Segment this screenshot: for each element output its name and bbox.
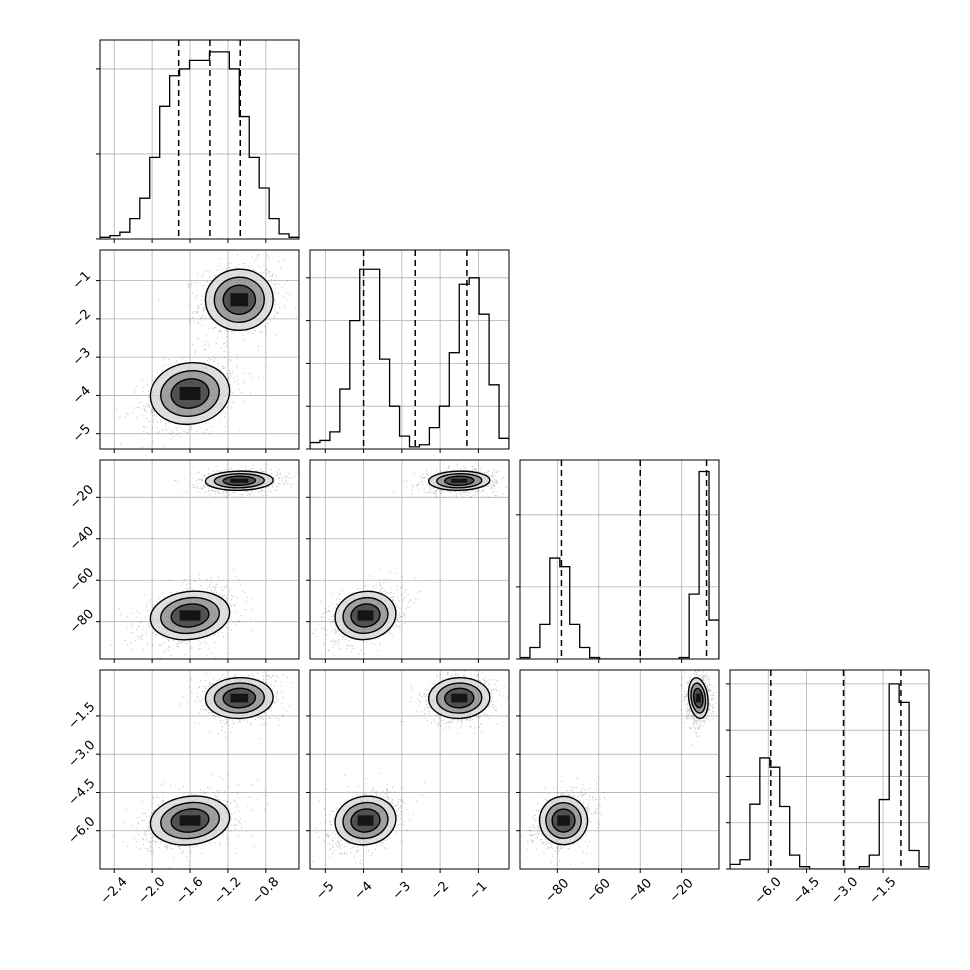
panel-1-1 [306,249,510,453]
density-peak [230,293,249,307]
x-tick-label: −1.2 [211,875,244,908]
density-peak [557,815,570,826]
density-peak [179,386,201,401]
x-tick-label: −1.6 [174,875,207,908]
density-peak [179,815,201,826]
panel-0-0 [96,39,300,243]
y-tick-label: −1 [70,269,94,293]
scatter-cloud [110,568,254,659]
y-tick-label: −80 [67,607,97,637]
density-peak [451,693,468,703]
x-tick-label: −80 [542,876,572,906]
histogram-step [730,683,929,869]
y-tick-label: −4.5 [66,776,99,809]
histogram-step [100,51,299,239]
y-tick-label: −4 [70,383,94,407]
panel-3-2: −80 −60 −40 −20 [516,669,720,906]
density-peak [357,815,374,826]
panel-frame [99,39,300,240]
panel-content [730,670,929,869]
panel-2-0: −80 −60 −40 −20 [67,459,300,663]
histogram-step [520,470,719,659]
panel-frame [519,669,720,870]
panel-content [100,670,299,869]
x-tick-label: −1 [466,879,490,903]
x-tick-label: −1.5 [867,875,900,908]
y-tick-label: −6.0 [66,814,99,847]
y-tick-label: −3 [70,345,94,369]
panel-2-1 [306,459,510,663]
x-tick-label: −2.0 [136,875,169,908]
x-tick-label: −6.0 [752,875,785,908]
y-tick-label: −2 [70,307,94,331]
scatter-cloud [112,773,270,868]
panel-3-3: −6.0 −4.5 −3.0 −1.5 [726,669,930,908]
y-tick-label: −1.5 [66,699,99,732]
density-peak [230,478,249,483]
y-tick-label: −3.0 [66,738,99,771]
panel-content [520,670,719,869]
panel-frame [99,249,300,450]
panel-frame [309,249,510,450]
panel-3-0: −6.0 −4.5 −3.0 −1.5 −2.4 −2.0 −1.6 −1.2 −0.8 [66,669,300,908]
panel-content [310,670,509,869]
panel-frame [99,669,300,870]
density-peak [451,478,468,483]
x-tick-label: −40 [625,876,655,906]
panel-content [100,40,299,239]
panel-content [100,250,299,449]
y-tick-label: −40 [67,524,97,554]
panel-frame [99,459,300,660]
x-tick-label: −2 [428,879,452,903]
x-tick-label: −0.8 [249,875,282,908]
panel-2-2 [516,459,720,663]
panel-content [100,460,299,659]
y-tick-label: −5 [70,422,94,446]
density-peak [230,693,249,703]
panel-content [310,250,509,449]
density-peak [695,693,701,703]
panel-frame [519,459,720,660]
x-tick-label: −4.5 [790,875,823,908]
density-peak [179,610,201,621]
y-tick-label: −20 [67,482,97,512]
x-tick-label: −60 [584,876,614,906]
x-tick-label: −5 [313,879,337,903]
panel-frame [309,459,510,660]
panel-frame [309,669,510,870]
panel-frame [729,669,930,870]
panel-1-0: −5 −4 −3 −2 −1 [70,249,300,453]
panel-content [310,460,509,659]
y-tick-label: −60 [67,565,97,595]
panel-content [520,460,719,659]
x-tick-label: −3 [390,879,414,903]
x-tick-label: −3.0 [828,875,861,908]
scatter-cloud [179,670,293,740]
x-tick-label: −4 [351,879,375,903]
density-peak [357,610,374,621]
x-tick-label: −20 [667,876,697,906]
panel-3-1: −5 −4 −3 −2 −1 [306,669,510,903]
x-tick-label: −2.4 [98,875,131,908]
histogram-step [310,268,509,449]
